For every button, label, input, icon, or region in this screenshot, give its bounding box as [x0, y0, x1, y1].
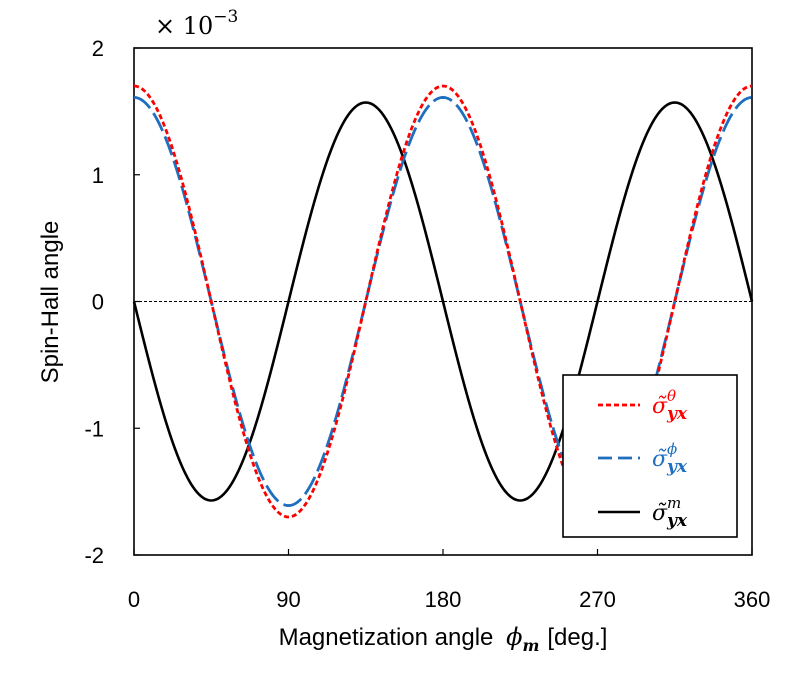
scale-multiplier: × 10−3 [155, 7, 238, 40]
legend-label-superscript: ϕ [667, 440, 677, 458]
x-tick-label: 180 [425, 587, 462, 612]
y-tick-label: 0 [92, 290, 104, 315]
legend-label-base: σ̃ [652, 447, 668, 472]
x-axis-symbol: ϕ [506, 623, 522, 651]
x-axis-label: Magnetization angle ϕm [deg.] [279, 623, 608, 655]
x-tick-label: 0 [128, 587, 140, 612]
x-axis-symbol-subscript: m [522, 636, 539, 655]
x-axis-label-text: Magnetization angle [279, 624, 494, 651]
y-tick-label: -2 [84, 543, 104, 568]
legend-label-subscript: yx [666, 511, 688, 531]
y-axis-label: Spin-Hall angle [37, 221, 64, 384]
legend-box [562, 374, 738, 538]
legend-label-sigma-phi: σ̃ϕ yx [652, 440, 688, 477]
y-tick-label: 2 [92, 36, 104, 61]
legend-label-base: σ̃ [652, 501, 668, 526]
legend-label-base: σ̃ [652, 394, 668, 419]
legend-label-subscript: yx [666, 457, 688, 477]
y-tick-label: -1 [84, 416, 104, 441]
series-sigma-m-line [132, 101, 754, 502]
y-tick-label: 1 [92, 163, 104, 188]
x-tick-label: 270 [579, 587, 616, 612]
x-axis-units: [deg.] [547, 624, 607, 651]
x-tick-label: 360 [734, 587, 771, 612]
legend-label-sigma-m: σ̃m yx [652, 494, 688, 531]
x-axis-ticks: 0 90 180 270 360 [128, 549, 770, 612]
x-tick-label: 90 [276, 587, 300, 612]
legend-label-subscript: yx [666, 404, 688, 424]
legend-label-superscript: θ [667, 387, 676, 405]
legend-label-superscript: m [667, 494, 681, 512]
scale-exponent: −3 [213, 7, 238, 27]
y-axis-ticks: 2 1 0 -1 -2 [84, 36, 140, 568]
legend: σ̃θ yxσ̃ϕ yxσ̃m yx [562, 374, 738, 538]
legend-label-sigma-theta: σ̃θ yx [652, 387, 688, 424]
